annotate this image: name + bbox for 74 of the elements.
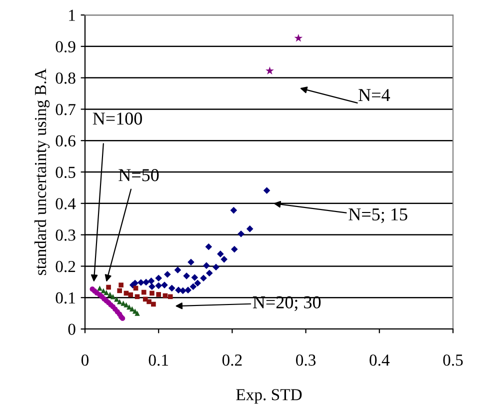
point [231,246,238,253]
y-tick-label: 0.9 [56,41,76,52]
y-tick-label: 0.6 [56,135,76,147]
point [116,299,122,304]
point [212,264,220,271]
point [230,206,238,214]
point [294,34,303,42]
point [194,280,202,287]
x-tick-label: 0.1 [148,354,168,366]
point [238,230,244,238]
point [184,286,192,294]
y-tick-label: 0.3 [56,230,76,241]
point [129,282,136,288]
point [120,300,126,306]
point [203,262,210,269]
point [114,296,120,302]
y-tick-label: 0.2 [56,260,76,272]
point [148,278,155,284]
point [161,282,168,288]
point [141,290,146,295]
point [134,310,140,316]
x-tick-label: 0 [81,354,89,366]
point [168,294,173,300]
y-tick-label: 1 [69,10,75,21]
annotation: N=5; 15 [348,208,408,224]
y-tick-label: 0.8 [56,72,76,84]
point [155,274,162,282]
point [138,279,144,286]
point [217,250,224,258]
point [263,187,270,194]
x-tick-label: 0.4 [370,354,390,366]
point [190,283,197,290]
point [124,302,129,308]
point [164,270,171,278]
point [142,278,150,286]
point [151,302,156,307]
point [106,284,111,290]
point [156,292,162,297]
x-tick-label: 0.3 [296,354,316,366]
point [179,287,186,294]
point [155,282,162,290]
point [118,282,124,288]
point [246,225,254,232]
x-tick-label: 0.5 [443,354,463,366]
x-axis-title: Exp. STD [236,389,302,404]
point [104,290,109,296]
point [150,290,154,296]
annotation: N=100 [92,112,142,125]
point [110,294,116,300]
point [205,243,212,250]
y-tick-label: 0.5 [56,166,76,178]
point [128,292,134,298]
point [117,288,122,294]
point [148,283,156,290]
point [200,274,207,282]
annotation: N=4 [358,89,390,101]
point [174,266,182,274]
y-axis-title: standard uncertainty using B.A [34,68,50,275]
point [220,256,228,263]
y-tick-label: 0.1 [56,292,75,304]
point [188,258,194,266]
point [206,270,213,277]
y-tick-label: 0.7 [56,104,76,116]
point [183,272,190,280]
point [191,274,198,281]
point [266,66,274,74]
point [146,299,152,304]
point [168,284,176,292]
point [126,304,132,310]
x-tick-label: 0.2 [222,354,242,366]
point [97,286,102,291]
point [130,306,135,312]
y-tick-label: 0 [68,324,76,335]
y-tick-label: 0.4 [56,198,76,210]
